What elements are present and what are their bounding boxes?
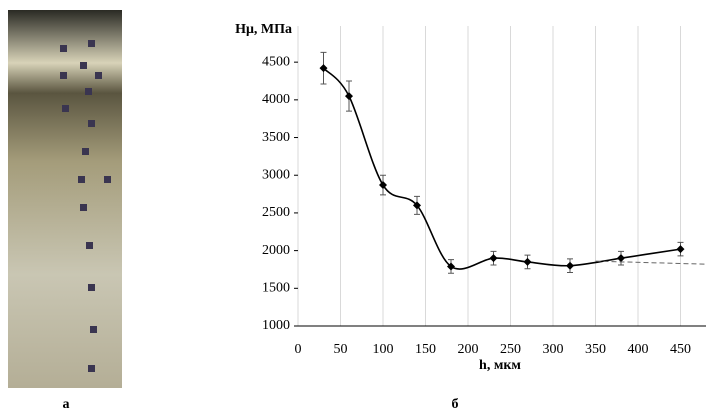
data-point bbox=[617, 254, 625, 262]
x-tick-label: 200 bbox=[458, 342, 479, 357]
y-tick-label: 1500 bbox=[262, 281, 290, 296]
y-tick-label: 2500 bbox=[262, 205, 290, 220]
x-tick-label: 100 bbox=[373, 342, 394, 357]
figure: а б Hμ, МПа h, мкм 0 50 100 150 200 250 300 350… bbox=[0, 0, 707, 416]
x-tick-label: 50 bbox=[334, 342, 348, 357]
y-tick-label: 3000 bbox=[262, 167, 290, 182]
x-tick-label: 150 bbox=[415, 342, 436, 357]
panel-label: б bbox=[452, 397, 459, 412]
data-point bbox=[524, 258, 532, 266]
y-tick-label: 4000 bbox=[262, 92, 290, 107]
x-tick-label: 400 bbox=[628, 342, 649, 357]
data-point bbox=[490, 254, 498, 262]
y-tick-label: 1000 bbox=[262, 318, 290, 333]
y-tick-label: 3500 bbox=[262, 130, 290, 145]
data-point bbox=[345, 92, 353, 100]
y-axis-label: Hμ, МПа bbox=[235, 22, 292, 37]
data-point bbox=[566, 262, 574, 270]
trend-line bbox=[596, 261, 707, 264]
micrograph bbox=[8, 10, 122, 388]
panel-label: а bbox=[63, 397, 70, 412]
x-tick-label: 300 bbox=[543, 342, 564, 357]
x-tick-label: 450 bbox=[670, 342, 691, 357]
data-line bbox=[324, 68, 681, 269]
y-tick-label: 2000 bbox=[262, 243, 290, 258]
x-tick-label: 250 bbox=[500, 342, 521, 357]
data-point bbox=[677, 245, 685, 253]
x-axis-label: h, мкм bbox=[479, 358, 521, 373]
x-tick-label: 0 bbox=[295, 342, 302, 357]
y-tick-label: 4500 bbox=[262, 54, 290, 69]
x-tick-label: 350 bbox=[585, 342, 606, 357]
